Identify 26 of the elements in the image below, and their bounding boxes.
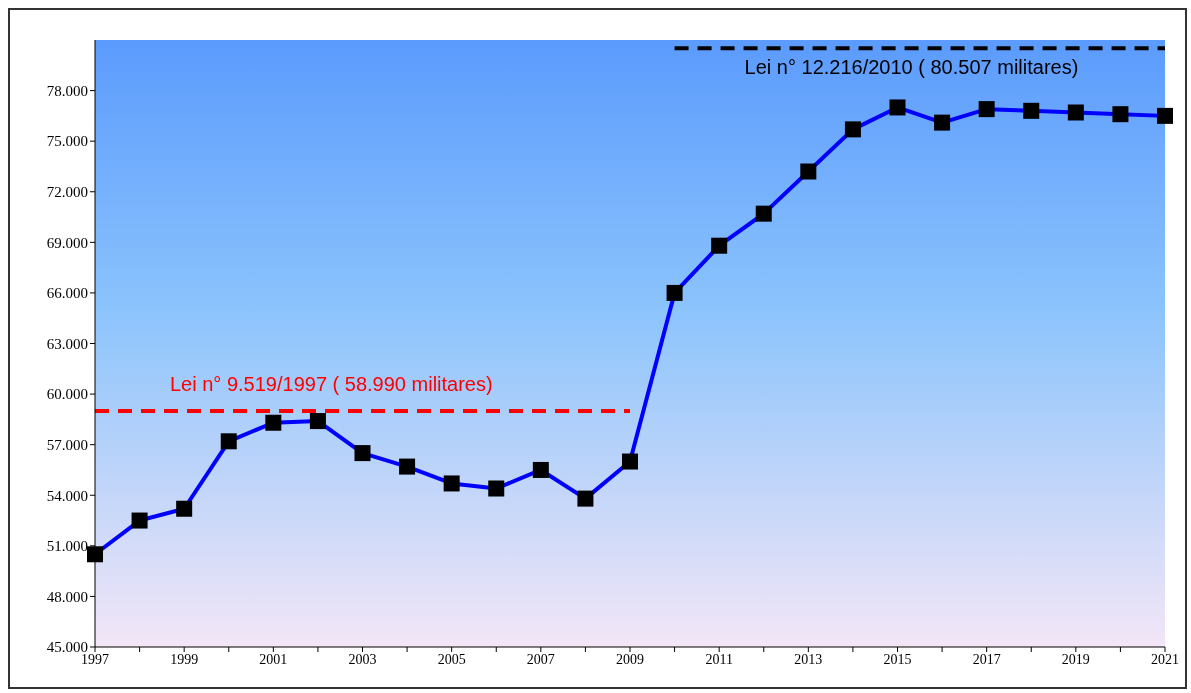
x-tick-label: 1999 <box>170 651 199 667</box>
x-tick-label: 2009 <box>616 651 644 667</box>
y-tick-label: 63.000 <box>46 335 88 352</box>
y-tick-label: 75.000 <box>46 133 88 150</box>
x-tick-label: 2013 <box>794 651 823 667</box>
x-tick-label: 2011 <box>705 651 733 667</box>
y-tick-label: 69.000 <box>46 234 88 251</box>
y-tick-label: 54.000 <box>46 487 88 504</box>
x-tick-label: 2019 <box>1061 651 1090 667</box>
x-tick-label: 2001 <box>259 651 288 667</box>
y-tick-label: 72.000 <box>46 184 88 201</box>
y-tick-label: 66.000 <box>46 285 88 302</box>
x-tick-label: 2017 <box>972 651 1001 667</box>
y-tick-label: 78.000 <box>46 82 88 99</box>
y-tick-label: 48.000 <box>46 588 88 605</box>
series-label: Lei n° 12.216/2010 ( 80.507 militares) <box>744 56 1079 79</box>
y-tick-label: 51.000 <box>46 538 88 555</box>
y-tick-label: 60.000 <box>46 386 88 403</box>
x-tick-label: 2005 <box>437 651 466 667</box>
y-tick-label: 57.000 <box>46 436 88 453</box>
x-tick-label: 2003 <box>348 651 377 667</box>
x-tick-label: 2015 <box>883 651 912 667</box>
x-tick-label: 2021 <box>1151 651 1179 667</box>
x-tick-label: 1997 <box>81 651 109 667</box>
x-tick-label: 2007 <box>526 651 555 667</box>
series-label: Lei n° 9.519/1997 ( 58.990 militares) <box>170 373 493 396</box>
